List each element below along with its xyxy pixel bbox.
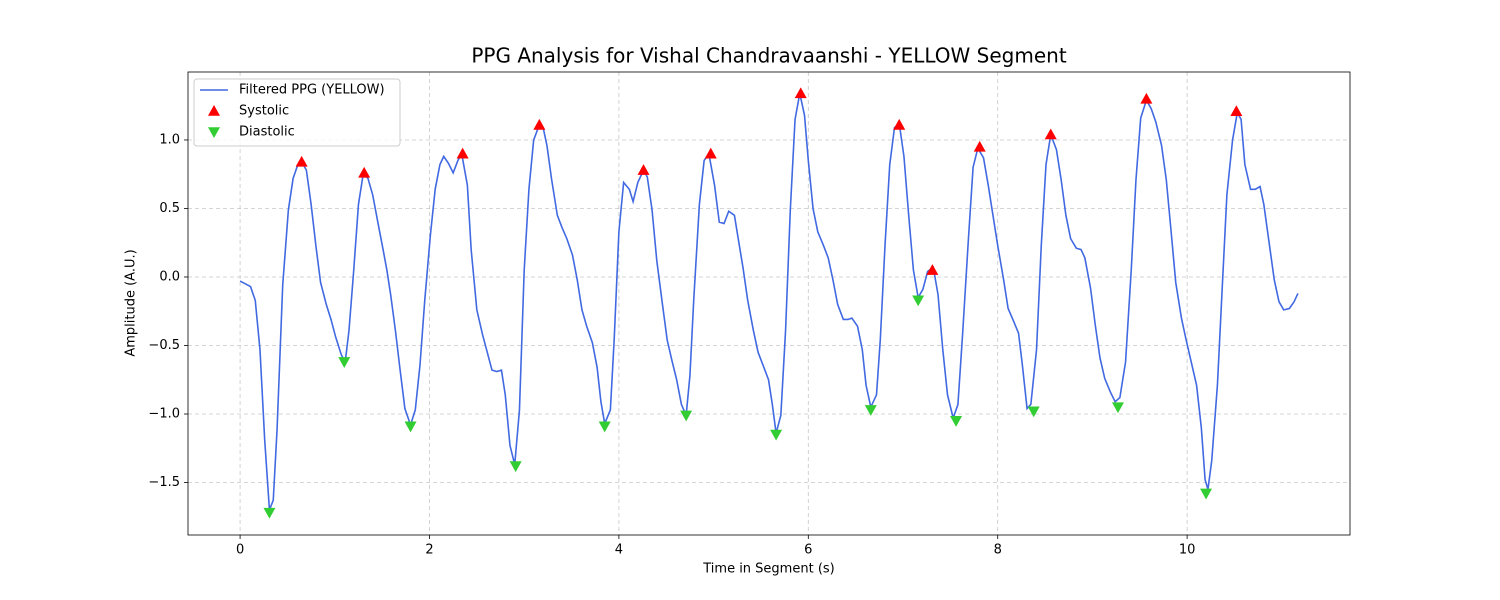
systolic-marker xyxy=(704,147,717,159)
diastolic-marker xyxy=(864,405,877,416)
y-tick-label: −1.5 xyxy=(148,475,180,490)
chart-title: PPG Analysis for Vishal Chandravaanshi -… xyxy=(471,44,1066,68)
axes-frame xyxy=(187,71,1351,536)
x-tick-label: 8 xyxy=(994,543,1002,558)
x-tick-label: 10 xyxy=(1179,543,1196,558)
systolic-marker xyxy=(1044,128,1057,140)
diastolic-marker xyxy=(1200,488,1213,500)
systolic-marker xyxy=(1140,92,1153,104)
diastolic-marker xyxy=(509,461,522,473)
systolic-marker xyxy=(794,87,807,99)
plot-area xyxy=(239,87,1299,519)
legend-label: Diastolic xyxy=(239,125,295,140)
systolic-marker xyxy=(456,147,469,159)
systolic-marker xyxy=(973,140,986,152)
legend-box xyxy=(193,78,401,147)
diastolic-marker xyxy=(770,429,783,441)
legend-label: Systolic xyxy=(239,104,289,119)
diastolic-marker xyxy=(404,421,417,433)
systolic-marker xyxy=(926,264,939,275)
x-tick-label: 6 xyxy=(804,543,812,558)
y-tick-label: 0.5 xyxy=(159,201,180,216)
systolic-marker xyxy=(893,118,906,130)
y-tick-label: 0.0 xyxy=(159,269,180,284)
y-axis-label: Amplitude (A.U.) xyxy=(124,249,139,356)
y-tick-label: −1.0 xyxy=(148,407,180,422)
diastolic-marker xyxy=(1027,406,1040,418)
legend-swatch xyxy=(208,105,220,116)
x-tick-label: 2 xyxy=(425,543,433,558)
x-axis-label: Time in Segment (s) xyxy=(702,562,834,577)
diastolic-marker xyxy=(263,507,276,519)
ppg-line xyxy=(239,93,1299,511)
grid xyxy=(188,72,1350,535)
systolic-marker xyxy=(1230,105,1243,116)
diastolic-marker xyxy=(950,416,963,427)
x-tick-label: 0 xyxy=(236,543,244,558)
legend-swatch xyxy=(208,127,220,138)
systolic-marker xyxy=(358,166,371,178)
x-tick-label: 4 xyxy=(615,543,623,558)
systolic-marker xyxy=(637,164,650,175)
y-tick-label: −0.5 xyxy=(148,338,180,353)
systolic-marker xyxy=(533,118,546,130)
legend-label: Filtered PPG (YELLOW) xyxy=(239,83,385,98)
diastolic-marker xyxy=(338,357,351,368)
diastolic-marker xyxy=(912,295,925,307)
systolic-marker xyxy=(295,155,308,167)
y-tick-label: 1.0 xyxy=(159,132,180,147)
diastolic-marker xyxy=(680,410,693,422)
legend: Filtered PPG (YELLOW) Systolic Diastolic xyxy=(193,78,401,147)
diastolic-marker xyxy=(1111,402,1124,414)
diastolic-marker xyxy=(598,421,611,433)
